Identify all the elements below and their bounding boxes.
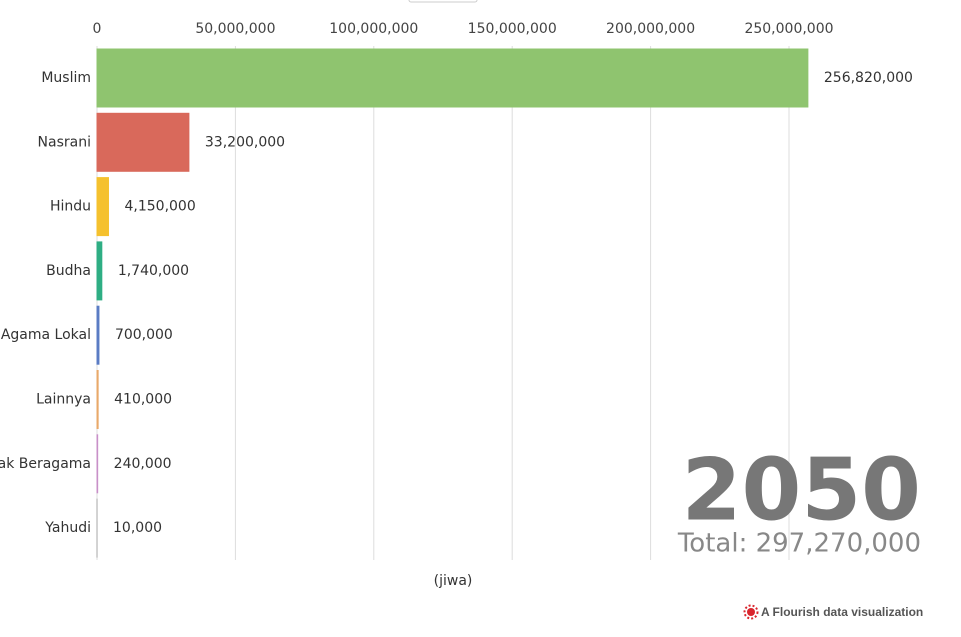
x-tick-label: 200,000,000 bbox=[606, 21, 695, 37]
x-tick-label: 250,000,000 bbox=[744, 21, 833, 37]
x-tick-label: 150,000,000 bbox=[468, 21, 557, 37]
category-label: Agama Lokal bbox=[1, 327, 91, 343]
category-label: Lainnya bbox=[36, 392, 91, 408]
bar bbox=[96, 305, 100, 365]
value-label: 33,200,000 bbox=[205, 134, 285, 150]
value-label: 4,150,000 bbox=[124, 199, 195, 215]
category-label: Budha bbox=[46, 263, 91, 279]
total-label: Total: 297,270,000 bbox=[677, 529, 921, 559]
category-label: Muslim bbox=[41, 70, 91, 86]
x-tick-label: 0 bbox=[93, 21, 102, 37]
bar bbox=[96, 112, 190, 172]
bar bbox=[96, 241, 103, 301]
value-label: 700,000 bbox=[115, 327, 173, 343]
year-label: 2050 bbox=[682, 440, 921, 540]
bar bbox=[96, 48, 809, 108]
value-label: 410,000 bbox=[114, 392, 172, 408]
bar bbox=[96, 434, 99, 494]
bar bbox=[96, 370, 99, 429]
category-label: Hindu bbox=[50, 199, 91, 215]
value-label: 240,000 bbox=[114, 456, 172, 472]
x-axis-label: (jiwa) bbox=[434, 573, 473, 589]
category-label: Tidak Beragama bbox=[0, 456, 91, 472]
category-label: Nasrani bbox=[38, 134, 91, 150]
credit[interactable]: A Flourish data visualization bbox=[761, 605, 923, 619]
bar bbox=[96, 177, 109, 237]
control-tab[interactable] bbox=[408, 0, 478, 3]
category-label: Yahudi bbox=[44, 520, 91, 536]
x-tick-label: 50,000,000 bbox=[195, 21, 275, 37]
credit-logo bbox=[743, 604, 759, 620]
value-label: 256,820,000 bbox=[824, 70, 913, 86]
x-tick-label: 100,000,000 bbox=[329, 21, 418, 37]
value-label: 1,740,000 bbox=[118, 263, 189, 279]
value-label: 10,000 bbox=[113, 520, 162, 536]
